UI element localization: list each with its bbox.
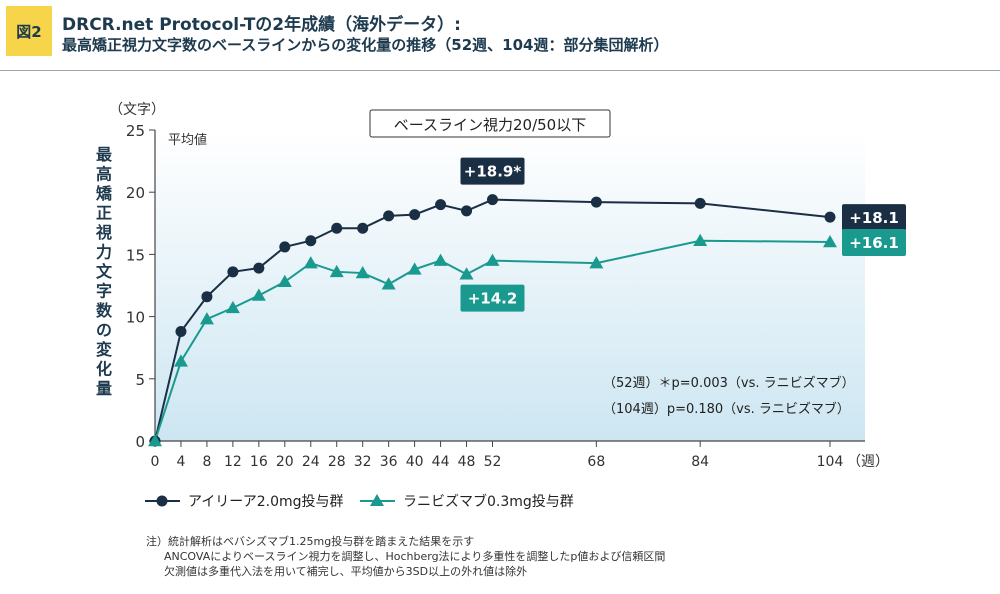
y-axis-title-char: 量 [96, 379, 112, 398]
title-line-2: 最高矯正視力文字数のベースラインからの変化量の推移（52週、104週：部分集団解… [62, 36, 669, 54]
x-tick-label: 24 [302, 454, 320, 470]
value-callout-box [842, 228, 906, 256]
x-tick-label: 36 [380, 454, 398, 470]
data-point-ranibizumab [148, 434, 162, 447]
x-tick-label: 28 [328, 454, 346, 470]
y-axis-title-char: 変 [96, 340, 112, 359]
data-point-aflibercept [279, 241, 291, 253]
value-callout-box [460, 157, 525, 185]
x-tick-label: 4 [177, 454, 186, 470]
y-tick-label: 5 [135, 371, 145, 389]
y-axis-title-char: 力 [96, 243, 112, 262]
y-axis-title-char: 高 [96, 165, 112, 184]
data-point-aflibercept [357, 222, 369, 234]
x-axis-unit: （週） [847, 454, 889, 470]
data-point-ranibizumab [225, 300, 240, 314]
footnote-2: ANCOVAによりベースライン視力を調整し、Hochberg法により多重性を調整… [164, 550, 666, 563]
data-point-ranibizumab [485, 253, 500, 266]
figure-badge: 図2 [6, 6, 52, 56]
data-point-ranibizumab [251, 288, 266, 301]
legend-label-ranibizumab: ラニビズマブ0.3mg投与群 [403, 493, 574, 510]
data-point-ranibizumab [173, 354, 188, 367]
x-tick-label: 52 [484, 454, 502, 470]
data-point-aflibercept [694, 197, 706, 209]
y-tick-label: 15 [126, 246, 145, 264]
data-point-aflibercept [461, 205, 473, 217]
data-point-ranibizumab [303, 256, 318, 269]
x-tick-label: 104 [817, 454, 844, 470]
data-point-ranibizumab [459, 267, 474, 280]
x-tick-label: 12 [224, 454, 242, 470]
y-axis-title-char: 最 [96, 145, 113, 164]
y-axis-title-char: 数 [96, 301, 113, 320]
y-axis-title-char: 字 [96, 282, 112, 301]
x-tick-label: 16 [250, 454, 268, 470]
data-point-aflibercept [487, 194, 498, 206]
data-point-aflibercept [590, 196, 602, 208]
data-point-aflibercept [383, 210, 395, 222]
y-tick-label: 20 [126, 184, 145, 202]
x-tick-label: 20 [276, 454, 294, 470]
data-point-ranibizumab [433, 253, 448, 266]
legend-marker-ranibizumab [370, 494, 384, 506]
x-tick-label: 68 [587, 454, 605, 470]
value-callout-box [460, 284, 525, 312]
y-axis-title-char: 化 [96, 360, 112, 379]
data-point-aflibercept [305, 235, 317, 247]
data-point-ranibizumab [355, 266, 370, 279]
data-point-ranibizumab [381, 277, 396, 290]
data-point-ranibizumab [329, 264, 344, 278]
x-tick-label: 40 [406, 454, 424, 470]
value-callout: +14.2 [468, 290, 518, 308]
stat-52w: （52週）＊p=0.003（vs. ラニビズマブ） [603, 375, 855, 391]
header-divider [0, 70, 1000, 71]
x-tick-label: 32 [354, 454, 372, 470]
x-tick-label: 84 [691, 454, 709, 470]
data-point-ranibizumab [693, 233, 708, 246]
title-line-1: DRCR.net Protocol-Tの2年成績（海外データ）: [62, 15, 461, 35]
y-tick-label: 0 [135, 433, 145, 451]
data-point-aflibercept [253, 262, 265, 274]
y-axis-title-char: 視 [95, 223, 112, 242]
data-point-aflibercept [227, 266, 239, 278]
data-point-aflibercept [435, 199, 447, 211]
data-point-ranibizumab [277, 274, 292, 288]
data-point-ranibizumab [199, 312, 214, 325]
x-tick-label: 0 [151, 454, 160, 470]
x-tick-label: 8 [202, 454, 211, 470]
data-point-aflibercept [175, 326, 187, 338]
x-tick-label: 44 [432, 454, 450, 470]
x-tick-label: 48 [458, 454, 476, 470]
value-callout: +18.1 [849, 209, 899, 227]
value-callout-box [842, 204, 906, 232]
footnote-3: 欠測値は多重代入法を用いて補完し、平均値から3SD以上の外れ値は除外 [164, 565, 528, 578]
y-axis-title-char: の [96, 321, 112, 340]
stat-104w: （104週）p=0.180（vs. ラニビズマブ） [603, 401, 850, 417]
data-point-aflibercept [201, 291, 213, 303]
subset-label-box [369, 109, 611, 138]
data-point-ranibizumab [589, 256, 604, 269]
value-callout: +16.1 [849, 234, 899, 252]
data-point-aflibercept [409, 209, 421, 221]
y-axis-title-char: 正 [96, 204, 112, 223]
data-point-ranibizumab [823, 234, 837, 248]
data-point-ranibizumab [407, 262, 422, 275]
footnote-1: 注）統計解析はベバシズマブ1.25mg投与群を踏まえた結果を示す [146, 535, 475, 548]
mean-label: 平均値 [168, 132, 207, 148]
data-point-aflibercept [331, 222, 343, 234]
subset-label: ベースライン視力20/50以下 [394, 116, 586, 134]
y-axis-unit: （文字） [109, 102, 165, 118]
y-axis-title-char: 矯 [95, 184, 113, 203]
footnotes: 注）統計解析はベバシズマブ1.25mg投与群を踏まえた結果を示す ANCOVAに… [146, 534, 665, 579]
data-point-aflibercept [824, 211, 836, 223]
y-axis-title-char: 文 [96, 262, 113, 281]
y-tick-label: 10 [126, 309, 145, 327]
legend-marker-aflibercept [156, 495, 168, 507]
value-callout: +18.9* [464, 163, 522, 181]
y-tick-label: 25 [126, 122, 145, 140]
legend-label-aflibercept: アイリーア2.0mg投与群 [188, 494, 344, 510]
